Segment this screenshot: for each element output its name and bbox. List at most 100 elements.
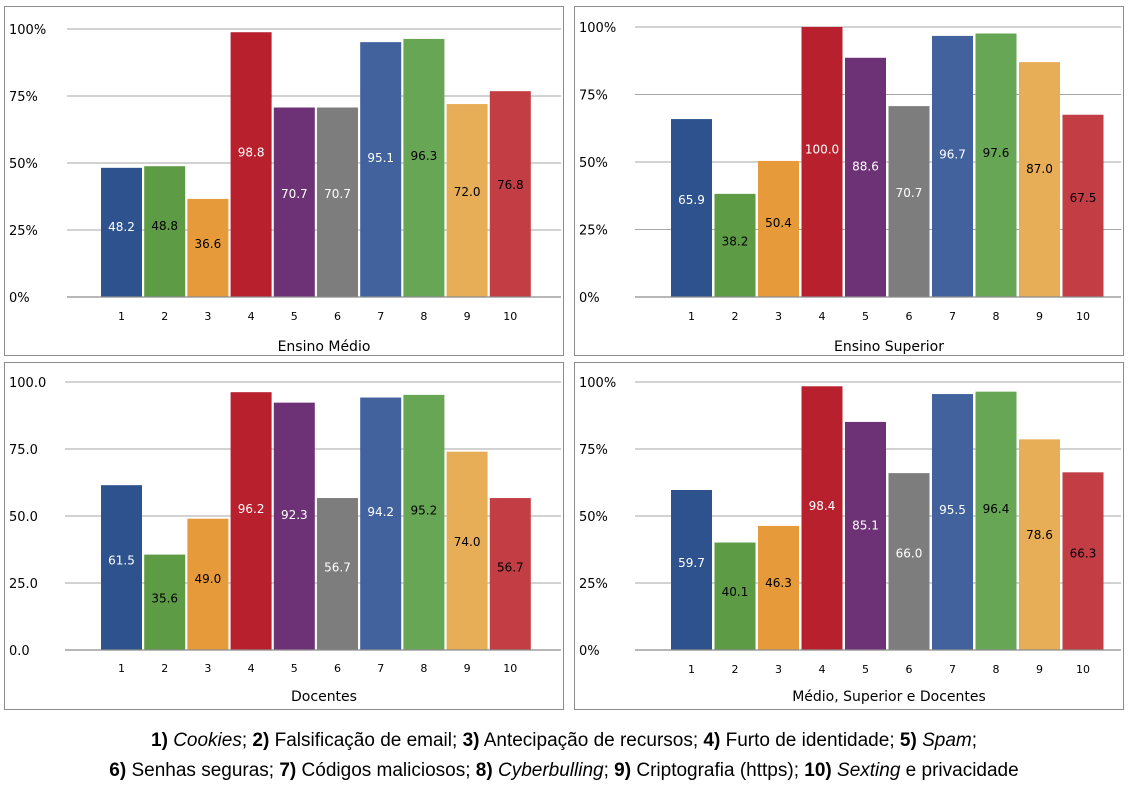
caption-text: Falsificação de email xyxy=(274,730,453,751)
chart-svg: 0.0 25.0 50.0 75.0 100.0 61.5 1 35.6 2 49.0 3 96.2 4… xyxy=(9,376,561,705)
x-tick-label: 1 xyxy=(118,662,125,675)
x-tick-label: 7 xyxy=(377,662,384,675)
caption-sep: ; xyxy=(603,760,615,781)
data-label: 95.2 xyxy=(411,504,438,518)
data-label: 92.3 xyxy=(281,508,308,522)
data-label: 40.1 xyxy=(722,585,749,599)
x-tick-label: 8 xyxy=(993,663,1000,676)
caption-num: 1) xyxy=(151,730,168,751)
data-label: 66.3 xyxy=(1070,546,1097,560)
data-label: 38.2 xyxy=(722,234,749,248)
caption-sep: ; xyxy=(268,760,280,781)
caption-text: Furto de identidade xyxy=(725,730,890,751)
bar xyxy=(144,166,186,297)
x-tick-label: 3 xyxy=(775,310,782,323)
bar xyxy=(360,397,402,650)
x-tick-label: 8 xyxy=(993,310,1000,323)
caption-num: 8) xyxy=(475,760,493,781)
chart-svg: 0% 25% 50% 75% 100% 65.9 1 38.2 2 50.4 3 100.0 4 88.6… xyxy=(579,21,1121,355)
bar xyxy=(144,554,186,650)
bar xyxy=(273,107,315,297)
x-tick-label: 9 xyxy=(1036,663,1043,676)
y-tick-label: 50% xyxy=(9,157,38,172)
bar xyxy=(801,27,843,297)
data-label: 35.6 xyxy=(151,592,178,606)
y-tick-label: 50% xyxy=(579,156,608,171)
data-label: 50.4 xyxy=(765,216,792,230)
x-tick-label: 7 xyxy=(949,310,956,323)
data-label: 78.6 xyxy=(1026,528,1053,542)
chart-title: Docentes xyxy=(291,689,357,705)
data-label: 36.6 xyxy=(195,237,222,251)
bar xyxy=(1062,472,1104,650)
x-tick-label: 9 xyxy=(1036,310,1043,323)
data-label: 96.3 xyxy=(411,149,438,163)
data-label: 59.7 xyxy=(678,556,705,570)
data-label: 46.3 xyxy=(765,576,792,590)
bar xyxy=(403,394,445,650)
x-tick-label: 6 xyxy=(334,662,341,675)
caption-text: Cyberbulling xyxy=(497,760,604,781)
y-tick-label: 100% xyxy=(579,21,616,36)
data-label: 48.2 xyxy=(108,220,135,234)
x-tick-label: 6 xyxy=(906,663,913,676)
bar xyxy=(489,498,531,650)
caption-text: Cookies xyxy=(173,730,242,751)
x-tick-label: 2 xyxy=(161,310,168,323)
bar xyxy=(932,394,973,650)
bar xyxy=(187,198,229,297)
chart-title: Ensino Superior xyxy=(834,339,944,355)
y-tick-label: 75% xyxy=(579,89,608,104)
x-tick-label: 9 xyxy=(464,662,471,675)
x-tick-label: 5 xyxy=(291,662,298,675)
bar xyxy=(671,119,712,297)
y-tick-label: 0.0 xyxy=(9,644,30,659)
data-label: 74.0 xyxy=(454,535,481,549)
x-tick-label: 9 xyxy=(464,310,471,323)
data-label: 94.2 xyxy=(367,505,394,519)
data-label: 98.8 xyxy=(238,145,265,159)
caption-num: 2) xyxy=(252,730,270,751)
chart-panel-ensino-medio: 0% 25% 50% 75% 100% 48.2 1 48.8 2 36.6 3 98.8 4 70.7 5… xyxy=(4,6,564,356)
data-label: 95.1 xyxy=(367,151,394,165)
y-tick-label: 100.0 xyxy=(9,376,46,391)
x-tick-label: 4 xyxy=(248,662,255,675)
bar xyxy=(489,91,531,298)
x-tick-label: 7 xyxy=(377,310,384,323)
data-label: 97.6 xyxy=(983,146,1010,160)
x-tick-label: 5 xyxy=(291,310,298,323)
caption-text: Spam xyxy=(922,730,972,751)
y-tick-label: 0% xyxy=(579,291,600,306)
bar xyxy=(758,525,799,650)
caption-num: 7) xyxy=(279,760,297,781)
x-tick-label: 4 xyxy=(819,310,826,323)
caption-num: 6) xyxy=(109,760,127,781)
caption-sep: ; xyxy=(971,730,977,751)
bar xyxy=(101,167,142,297)
data-label: 48.8 xyxy=(151,219,178,233)
bar xyxy=(1019,62,1060,297)
bar xyxy=(446,104,488,297)
bar xyxy=(273,402,315,650)
data-label: 56.7 xyxy=(497,560,524,574)
data-label: 70.7 xyxy=(281,187,308,201)
bar xyxy=(671,490,712,650)
data-label: 95.5 xyxy=(939,503,966,517)
caption-text: Sexting xyxy=(837,760,901,781)
chart-svg: 0% 25% 50% 75% 100% 48.2 1 48.8 2 36.6 3 98.8 4 70.7 5… xyxy=(9,23,561,355)
x-tick-label: 2 xyxy=(732,310,739,323)
bar xyxy=(317,498,358,650)
data-label: 96.2 xyxy=(238,502,265,516)
bar xyxy=(101,485,142,650)
x-tick-label: 4 xyxy=(248,310,255,323)
caption-sep: ; xyxy=(452,730,463,751)
chart-title: Ensino Médio xyxy=(278,339,371,355)
chart-panel-combined: 0% 25% 50% 75% 100% 59.7 1 40.1 2 46.3 3 98.4 4 85.1 5… xyxy=(574,362,1124,710)
y-tick-label: 25% xyxy=(579,224,608,239)
caption-text: e privacidade xyxy=(905,760,1019,781)
bar xyxy=(317,107,358,297)
y-tick-label: 25.0 xyxy=(9,577,38,592)
chart-title: Médio, Superior e Docentes xyxy=(792,689,986,705)
caption-line-1: 1) Cookies; 2) Falsificação de email; 3)… xyxy=(0,730,1128,752)
bar xyxy=(845,57,886,297)
